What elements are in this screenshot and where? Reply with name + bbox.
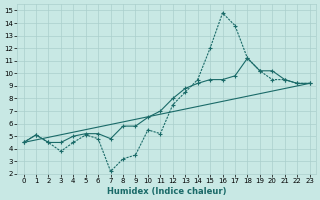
X-axis label: Humidex (Indice chaleur): Humidex (Indice chaleur) <box>107 187 226 196</box>
